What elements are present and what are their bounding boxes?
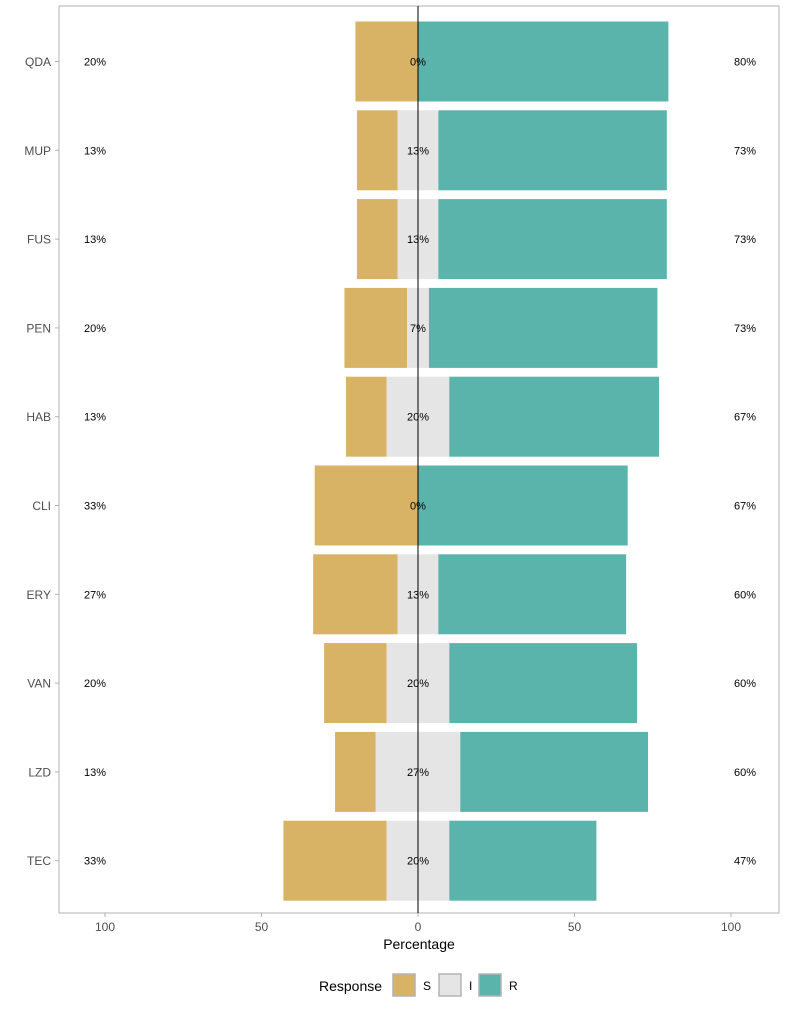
left-pct-label: 20%	[84, 323, 106, 335]
left-pct-label: 20%	[84, 57, 106, 69]
bar-van-s	[324, 643, 387, 724]
x-axis-title: Percentage	[383, 936, 455, 952]
legend-label-i: I	[469, 979, 472, 993]
bar-hab-s	[346, 376, 387, 457]
x-tick-label: 0	[415, 920, 422, 934]
legend: Response S I R	[319, 973, 518, 997]
bar-pen-r	[428, 287, 658, 368]
bar-lzd-r	[460, 731, 649, 812]
bars-layer	[283, 21, 669, 901]
left-pct-label: 13%	[84, 145, 106, 157]
left-pct-label: 33%	[84, 856, 106, 868]
right-pct-label: 73%	[734, 234, 756, 246]
legend-label-r: R	[509, 979, 518, 993]
axis-layer: QDA MUP FUS PEN HAB CLI ERY VAN LZD TEC 100 50 0 50 10…	[24, 5, 780, 934]
bar-tec-r	[449, 820, 597, 901]
y-tick-label: QDA	[25, 55, 51, 69]
right-pct-label: 60%	[734, 589, 756, 601]
legend-label-s: S	[423, 979, 431, 993]
bar-mup-s	[356, 110, 398, 191]
bar-cli-r	[418, 465, 628, 546]
y-tick-label: MUP	[24, 144, 51, 158]
legend-title: Response	[319, 978, 382, 994]
y-tick-label: ERY	[27, 588, 51, 602]
right-pct-label: 47%	[734, 856, 756, 868]
bar-hab-r	[449, 376, 660, 457]
bar-pen-s	[344, 287, 408, 368]
y-tick-label: TEC	[27, 854, 51, 868]
left-pct-label: 13%	[84, 412, 106, 424]
legend-key-r	[478, 973, 502, 997]
right-pct-label: 67%	[734, 412, 756, 424]
y-tick-label: PEN	[26, 321, 51, 335]
legend-key-s	[392, 973, 416, 997]
left-pct-label: 33%	[84, 501, 106, 513]
legend-key-i	[438, 973, 462, 997]
right-pct-label: 73%	[734, 145, 756, 157]
x-tick-label: 100	[721, 920, 741, 934]
right-pct-label: 80%	[734, 57, 756, 69]
x-tick-label: 50	[255, 920, 269, 934]
bar-tec-s	[283, 820, 387, 901]
y-tick-label: FUS	[27, 233, 51, 247]
right-pct-label: 60%	[734, 767, 756, 779]
bar-fus-s	[356, 199, 398, 280]
bar-ery-r	[438, 554, 627, 635]
right-pct-label: 67%	[734, 501, 756, 513]
y-tick-label: VAN	[27, 677, 51, 691]
y-tick-label: LZD	[28, 765, 51, 779]
plot-panel-border	[58, 5, 780, 914]
bar-van-r	[449, 643, 638, 724]
left-pct-label: 27%	[84, 589, 106, 601]
bar-lzd-s	[335, 731, 376, 812]
x-tick-label: 50	[568, 920, 582, 934]
left-pct-label: 20%	[84, 678, 106, 690]
bar-qda-s	[355, 21, 418, 102]
bar-cli-s	[314, 465, 418, 546]
bar-qda-r	[418, 21, 669, 102]
bar-mup-r	[438, 110, 667, 191]
bar-ery-s	[313, 554, 398, 635]
y-tick-label: HAB	[26, 410, 51, 424]
left-pct-label: 13%	[84, 767, 106, 779]
right-pct-label: 60%	[734, 678, 756, 690]
bar-fus-r	[438, 199, 667, 280]
right-pct-label: 73%	[734, 323, 756, 335]
x-tick-label: 100	[95, 920, 115, 934]
y-tick-label: CLI	[32, 499, 51, 513]
left-pct-label: 13%	[84, 234, 106, 246]
